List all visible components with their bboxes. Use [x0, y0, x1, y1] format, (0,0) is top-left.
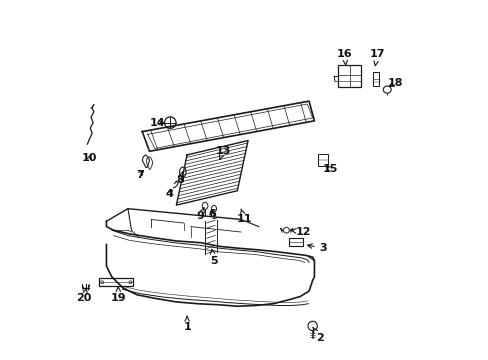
Bar — [99, 278, 133, 286]
Bar — [318, 154, 328, 166]
Text: 3: 3 — [307, 243, 326, 253]
Bar — [337, 65, 360, 87]
Text: 8: 8 — [176, 172, 183, 185]
Text: 18: 18 — [386, 78, 402, 88]
Text: 14: 14 — [150, 118, 165, 128]
Bar — [372, 72, 379, 86]
Text: 9: 9 — [196, 208, 204, 221]
Text: 17: 17 — [368, 49, 384, 66]
Text: 12: 12 — [291, 227, 311, 237]
Text: 4: 4 — [165, 189, 173, 199]
Text: 5: 5 — [210, 249, 217, 266]
Text: 10: 10 — [81, 153, 97, 163]
Text: 13: 13 — [215, 146, 230, 159]
Text: 16: 16 — [336, 49, 352, 65]
Text: 7: 7 — [136, 170, 143, 180]
Text: 2: 2 — [312, 328, 323, 343]
Text: 15: 15 — [322, 164, 338, 174]
Text: 6: 6 — [208, 209, 216, 219]
Bar — [289, 238, 303, 246]
Text: 1: 1 — [183, 316, 191, 332]
Text: 11: 11 — [236, 209, 252, 224]
Text: 19: 19 — [110, 287, 126, 303]
Text: 20: 20 — [76, 289, 91, 303]
